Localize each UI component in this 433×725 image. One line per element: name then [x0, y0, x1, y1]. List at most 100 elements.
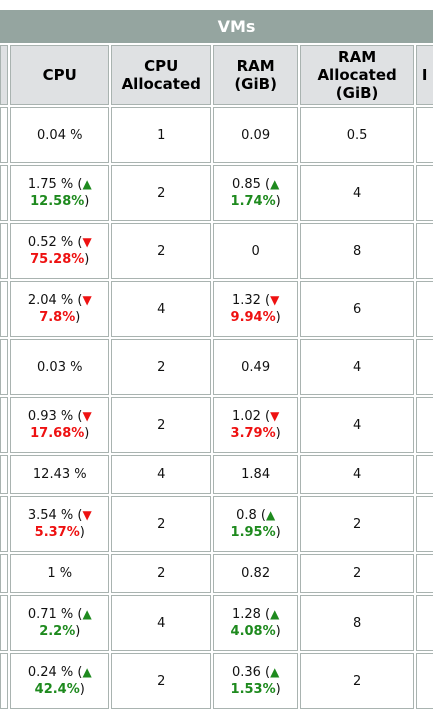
group-title: VMs	[217, 17, 256, 36]
column-header-label: RAM	[338, 48, 377, 66]
left-partial-cell	[0, 397, 9, 453]
ram-allocated-cell: 4	[300, 397, 414, 453]
cpu-value: 1 %	[47, 566, 73, 581]
cpu-value: 0.71 % (	[27, 607, 83, 622]
left-partial-cell	[0, 554, 9, 593]
ram-cell: 0.49	[212, 339, 299, 395]
close-paren: )	[275, 624, 281, 639]
cpu-delta: 75.28%	[30, 252, 85, 267]
close-paren: )	[79, 682, 85, 697]
cpu-cell: 0.03 %	[10, 339, 110, 395]
table-row[interactable]: 12.43 % 4 1.84 4	[0, 455, 433, 494]
table-row[interactable]: 0.93 % (▼ 17.68%) 2 1.02 (▼ 3.79%) 4	[0, 397, 433, 453]
triangle-up-icon: ▲	[270, 607, 280, 621]
ram-cell: 1.84	[212, 455, 299, 494]
ram-allocated-cell-value: 6	[352, 301, 362, 317]
ram-value: 0.8 (	[236, 508, 266, 523]
ram-value: 0.82	[241, 566, 271, 581]
close-paren: )	[275, 310, 281, 325]
ram-allocated-cell-value: 8	[352, 243, 362, 259]
right-partial-cell	[415, 455, 433, 494]
table-row[interactable]: 0.71 % (▲ 2.2%) 4 1.28 (▲ 4.08%) 8	[0, 595, 433, 651]
triangle-down-icon: ▼	[270, 293, 280, 307]
column-header-cpu-allocated[interactable]: CPU Allocated	[111, 45, 211, 105]
table-row[interactable]: 0.04 % 1 0.09 0.5	[0, 107, 433, 163]
table-row[interactable]: 0.52 % (▼ 75.28%) 2 0 8	[0, 223, 433, 279]
ram-value: 0	[251, 243, 260, 259]
column-header-label: (GiB)	[335, 84, 379, 102]
table-row[interactable]: 1 % 2 0.82 2	[0, 554, 433, 593]
table-row[interactable]: 0.03 % 2 0.49 4	[0, 339, 433, 395]
ram-allocated-cell: 2	[300, 496, 414, 552]
ram-value: 1.28 (	[231, 607, 271, 622]
table-row[interactable]: 3.54 % (▼ 5.37%) 2 0.8 (▲ 1.95%) 2	[0, 496, 433, 552]
cpu-allocated-cell: 2	[111, 653, 211, 709]
close-paren: )	[84, 426, 90, 441]
right-partial-cell	[415, 281, 433, 337]
column-header-label: CPU	[144, 57, 179, 75]
ram-allocated-cell-value: 4	[352, 359, 362, 375]
ram-cell: 1.28 (▲ 4.08%)	[212, 595, 299, 651]
ram-allocated-cell: 6	[300, 281, 414, 337]
cpu-allocated-cell-value: 1	[157, 127, 166, 143]
column-header-cpu[interactable]: CPU	[10, 45, 110, 105]
triangle-up-icon: ▲	[265, 508, 276, 522]
cpu-delta: 17.68%	[30, 426, 85, 441]
cpu-cell: 0.52 % (▼ 75.28%)	[10, 223, 110, 279]
cpu-value: 0.24 % (	[27, 665, 83, 680]
cpu-allocated-cell-value: 4	[157, 615, 166, 631]
vm-stats-table: CPU CPU Allocated RAM (GiB) RAM Allocated (G…	[0, 43, 433, 711]
column-header-right-partial[interactable]: I	[415, 45, 433, 105]
ram-allocated-cell: 8	[300, 595, 414, 651]
close-paren: )	[75, 310, 81, 325]
column-header-left-partial	[0, 45, 9, 105]
cpu-allocated-cell-value: 2	[157, 185, 166, 201]
ram-value: 0.09	[241, 127, 271, 143]
column-header-ram-allocated[interactable]: RAM Allocated (GiB)	[300, 45, 414, 105]
cpu-cell: 0.71 % (▲ 2.2%)	[10, 595, 110, 651]
ram-cell: 0	[212, 223, 299, 279]
ram-value: 1.02 (	[231, 409, 271, 424]
table-row[interactable]: 0.24 % (▲ 42.4%) 2 0.36 (▲ 1.53%) 2	[0, 653, 433, 709]
ram-delta: 1.95%	[230, 525, 276, 540]
cpu-allocated-cell-value: 2	[157, 566, 166, 581]
ram-allocated-cell: 2	[300, 554, 414, 593]
ram-cell: 0.36 (▲ 1.53%)	[212, 653, 299, 709]
cpu-value: 2.04 % (	[27, 293, 83, 308]
ram-cell: 1.02 (▼ 3.79%)	[212, 397, 299, 453]
ram-allocated-cell-value: 0.5	[346, 127, 368, 143]
close-paren: )	[84, 252, 90, 267]
cpu-value: 12.43 %	[32, 467, 87, 482]
cpu-value: 0.52 % (	[27, 235, 83, 250]
cpu-allocated-cell-value: 2	[157, 243, 166, 259]
cpu-value: 0.03 %	[37, 359, 83, 375]
right-partial-cell	[415, 223, 433, 279]
right-partial-cell	[415, 554, 433, 593]
column-header-ram[interactable]: RAM (GiB)	[212, 45, 299, 105]
left-partial-cell	[0, 107, 9, 163]
close-paren: )	[79, 525, 85, 540]
ram-delta: 4.08%	[230, 624, 276, 639]
triangle-down-icon: ▼	[82, 409, 92, 423]
close-paren: )	[275, 682, 281, 697]
cpu-allocated-cell: 2	[111, 223, 211, 279]
ram-allocated-cell-value: 2	[352, 566, 362, 581]
cpu-allocated-cell: 2	[111, 496, 211, 552]
column-header-label: I	[421, 66, 428, 84]
right-partial-cell	[415, 397, 433, 453]
triangle-down-icon: ▼	[270, 409, 280, 423]
cpu-allocated-cell: 2	[111, 397, 211, 453]
ram-allocated-cell-value: 8	[352, 615, 362, 631]
ram-delta: 9.94%	[230, 310, 276, 325]
column-header-label: RAM	[236, 57, 275, 75]
cpu-allocated-cell-value: 4	[157, 301, 166, 317]
table-row[interactable]: 2.04 % (▼ 7.8%) 4 1.32 (▼ 9.94%) 6	[0, 281, 433, 337]
header-row: CPU CPU Allocated RAM (GiB) RAM Allocated (G…	[0, 45, 433, 105]
triangle-up-icon: ▲	[270, 177, 280, 191]
cpu-cell: 0.93 % (▼ 17.68%)	[10, 397, 110, 453]
close-paren: )	[275, 525, 281, 540]
ram-allocated-cell: 0.5	[300, 107, 414, 163]
triangle-up-icon: ▲	[82, 665, 92, 679]
ram-cell: 0.8 (▲ 1.95%)	[212, 496, 299, 552]
table-row[interactable]: 1.75 % (▲ 12.58%) 2 0.85 (▲ 1.74%) 4	[0, 165, 433, 221]
